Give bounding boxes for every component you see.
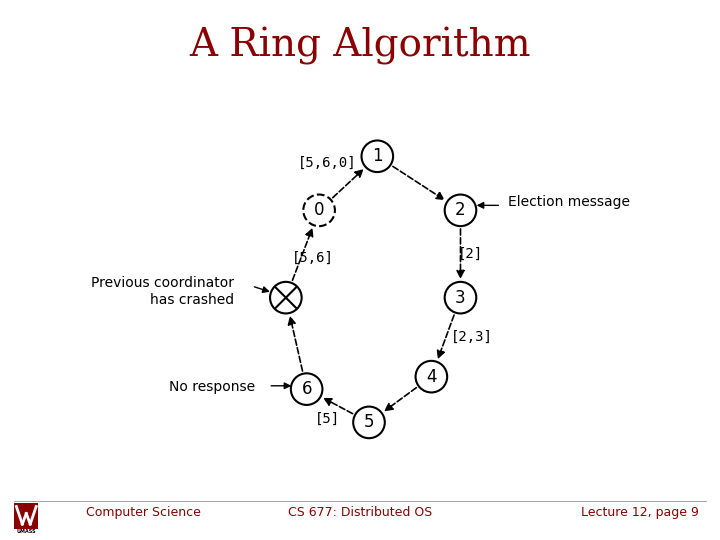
Text: [5]: [5] [315, 412, 340, 426]
Text: Lecture 12, page 9: Lecture 12, page 9 [580, 507, 698, 519]
Circle shape [303, 194, 335, 226]
Text: No response: No response [168, 380, 255, 394]
Text: UMASS: UMASS [17, 529, 36, 534]
Text: Previous coordinator
has crashed: Previous coordinator has crashed [91, 276, 234, 307]
Text: A Ring Algorithm: A Ring Algorithm [189, 27, 531, 65]
Text: CS 677: Distributed OS: CS 677: Distributed OS [288, 507, 432, 519]
Text: [5,6,0]: [5,6,0] [298, 156, 356, 170]
Text: 5: 5 [364, 414, 374, 431]
Text: 3: 3 [455, 289, 466, 307]
Circle shape [354, 407, 384, 438]
Text: [2,3]: [2,3] [451, 330, 493, 344]
FancyBboxPatch shape [14, 503, 38, 529]
Circle shape [270, 282, 302, 313]
Text: Computer Science: Computer Science [86, 507, 202, 519]
Text: 4: 4 [426, 368, 436, 386]
Text: [5,6]: [5,6] [292, 251, 334, 265]
Text: 2: 2 [455, 201, 466, 219]
Text: 1: 1 [372, 147, 382, 165]
Circle shape [361, 140, 393, 172]
Text: Election message: Election message [508, 195, 630, 209]
Circle shape [445, 282, 476, 313]
Text: 0: 0 [314, 201, 324, 219]
Circle shape [445, 194, 476, 226]
Text: 6: 6 [302, 380, 312, 398]
Circle shape [291, 373, 323, 405]
Circle shape [415, 361, 447, 393]
Text: [2]: [2] [459, 247, 483, 261]
